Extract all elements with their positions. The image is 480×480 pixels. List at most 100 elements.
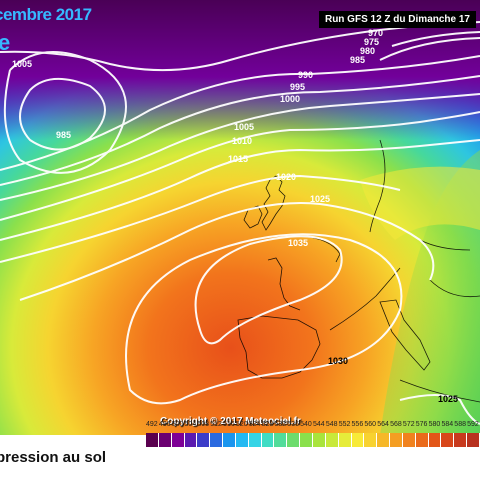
isobars	[0, 21, 480, 425]
legend-color	[338, 433, 352, 447]
legend-value: 560	[364, 421, 377, 428]
legend-color	[197, 433, 211, 447]
color-scale: 492 496 500 504 508 512 516 520 524 528 532 536 540 5…	[146, 421, 480, 449]
isobar-label: 1005	[12, 59, 32, 69]
legend-value: 580	[428, 421, 441, 428]
isobar-label: 1010	[232, 136, 252, 146]
legend-swatch: 584	[441, 421, 455, 449]
copyright-text: Copyright © 2017 Meteociel.fr	[160, 416, 301, 427]
legend-swatch: 528	[261, 421, 275, 449]
legend-value: 552	[338, 421, 351, 428]
legend-color	[300, 433, 313, 447]
isobar-labels: 1005 985 970 975 980 985 990 995 1000 10…	[12, 28, 458, 404]
legend-color	[235, 433, 249, 447]
legend-color	[390, 433, 403, 447]
legend-value: 588	[454, 421, 466, 428]
legend-value: 568	[390, 421, 402, 428]
legend-value: 572	[402, 421, 415, 428]
legend-swatch: 552	[338, 421, 352, 449]
isobar-label: 985	[350, 55, 365, 65]
legend-swatch: 548	[325, 421, 339, 449]
legend-color	[313, 433, 326, 447]
legend-value: 576	[415, 421, 428, 428]
legend-title: pression au sol	[0, 449, 107, 466]
legend-value: 592	[467, 421, 479, 428]
legend-swatch: 540	[300, 421, 313, 449]
legend-swatch: 524	[248, 421, 262, 449]
legend-color	[441, 433, 455, 447]
legend-color	[146, 433, 159, 447]
isobar-label: 1020	[276, 172, 296, 182]
legend-swatch: 508	[197, 421, 211, 449]
isobar-label: 975	[364, 37, 379, 47]
legend-color	[274, 433, 288, 447]
legend-value: 536	[287, 421, 299, 428]
legend-swatch: 572	[402, 421, 416, 449]
model-run-label: Run GFS 12 Z du Dimanche 17	[318, 11, 476, 28]
legend-value: 508	[197, 421, 210, 428]
legend-swatch: 532	[274, 421, 288, 449]
isobar-label: 995	[290, 82, 305, 92]
isobar-label: 970	[368, 28, 383, 38]
isobar-label: 1015	[228, 154, 248, 164]
legend-color	[454, 433, 468, 447]
legend-value: 556	[351, 421, 364, 428]
legend-value: 584	[441, 421, 454, 428]
coastlines	[237, 139, 480, 403]
legend-swatch: 588	[454, 421, 468, 449]
legend-color	[351, 433, 365, 447]
legend-color	[364, 433, 378, 447]
legend-value: 492	[146, 421, 158, 428]
legend-value: 544	[313, 421, 325, 428]
legend-value: 496	[158, 421, 171, 428]
forecast-date: cembre 2017	[0, 5, 92, 24]
legend-swatch: 496	[158, 421, 172, 449]
legend-swatch: 560	[364, 421, 378, 449]
isobar-label: 1025	[438, 394, 458, 404]
pressure-map: 1005 985 970 975 980 985 990 995 1000 10…	[0, 0, 480, 435]
legend-swatch: 544	[313, 421, 326, 449]
legend-value: 528	[261, 421, 274, 428]
legend-color	[248, 433, 262, 447]
legend-swatch: 516	[223, 421, 236, 449]
legend-value: 504	[184, 421, 197, 428]
legend-value: 500	[171, 421, 184, 428]
legend-swatch: 580	[428, 421, 442, 449]
legend-value: 512	[210, 421, 222, 428]
legend-color	[467, 433, 480, 447]
legend-swatch: 520	[235, 421, 249, 449]
legend-color	[428, 433, 442, 447]
legend-swatch: 536	[287, 421, 301, 449]
legend-swatch: 512	[210, 421, 224, 449]
legend-value: 516	[223, 421, 235, 428]
legend-color	[210, 433, 224, 447]
legend-value: 548	[325, 421, 338, 428]
legend-color	[184, 433, 198, 447]
legend-color	[402, 433, 416, 447]
legend-color	[287, 433, 301, 447]
isobar-label: 1035	[288, 238, 308, 248]
legend-swatch: 556	[351, 421, 365, 449]
legend-color	[415, 433, 429, 447]
isobar-label: 985	[56, 130, 71, 140]
legend-swatch: 576	[415, 421, 429, 449]
isobar-label: 1030	[328, 356, 348, 366]
legend-color	[171, 433, 185, 447]
legend-swatch: 592	[467, 421, 480, 449]
legend-swatch: 504	[184, 421, 198, 449]
legend-value: 564	[377, 421, 389, 428]
isobar-label: 1005	[234, 122, 254, 132]
legend-swatch: 500	[171, 421, 185, 449]
isobar-label: 990	[298, 70, 313, 80]
legend-color	[325, 433, 339, 447]
forecast-day-partial: e	[0, 30, 11, 55]
legend-value: 524	[248, 421, 261, 428]
legend-color	[158, 433, 172, 447]
legend-color	[223, 433, 236, 447]
legend-value: 532	[274, 421, 287, 428]
legend-color	[377, 433, 391, 447]
legend-value: 520	[235, 421, 248, 428]
legend-color	[261, 433, 275, 447]
isobar-label: 1000	[280, 94, 300, 104]
